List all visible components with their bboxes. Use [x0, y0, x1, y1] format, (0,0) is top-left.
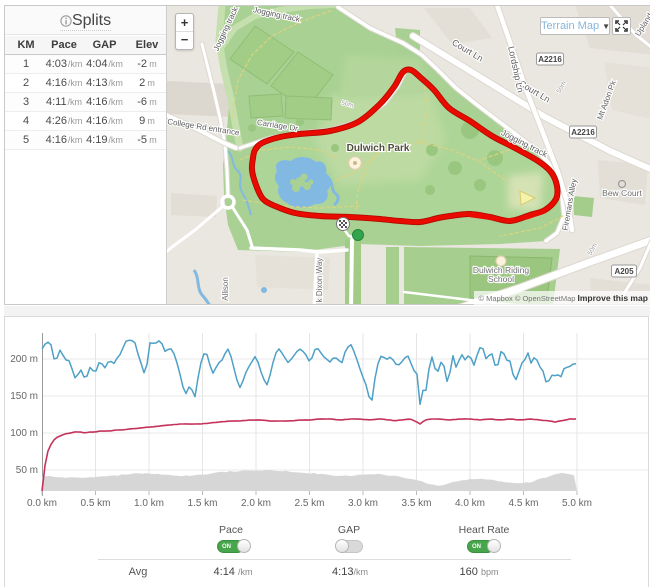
svg-text:Dulwich Riding: Dulwich Riding [473, 265, 529, 275]
svg-text:2.0 km: 2.0 km [241, 498, 271, 509]
svg-text:50 m: 50 m [16, 465, 38, 476]
svg-text:Dulwich Park: Dulwich Park [347, 143, 410, 154]
svg-text:2.5 km: 2.5 km [294, 498, 324, 509]
svg-text:1.5 km: 1.5 km [187, 498, 217, 509]
svg-text:4.0 km: 4.0 km [455, 498, 485, 509]
svg-text:100 m: 100 m [10, 428, 38, 439]
svg-text:4.5 km: 4.5 km [508, 498, 538, 509]
svg-text:School: School [488, 274, 514, 284]
svg-text:A205: A205 [614, 267, 634, 276]
svg-text:0.5 km: 0.5 km [80, 498, 110, 509]
svg-text:A2216: A2216 [538, 55, 562, 64]
svg-text:200 m: 200 m [10, 354, 38, 365]
svg-text:3.5 km: 3.5 km [401, 498, 431, 509]
svg-text:1.0 km: 1.0 km [134, 498, 164, 509]
svg-text:Allison: Allison [221, 277, 230, 301]
svg-text:k Dixon Way: k Dixon Way [315, 258, 324, 303]
svg-text:3.0 km: 3.0 km [348, 498, 378, 509]
svg-text:5.0 km: 5.0 km [562, 498, 592, 509]
svg-text:150 m: 150 m [10, 391, 38, 402]
svg-text:0.0 km: 0.0 km [27, 498, 57, 509]
svg-text:Bew Court: Bew Court [602, 188, 642, 198]
svg-text:50m: 50m [340, 100, 354, 110]
svg-text:A2216: A2216 [571, 128, 595, 137]
